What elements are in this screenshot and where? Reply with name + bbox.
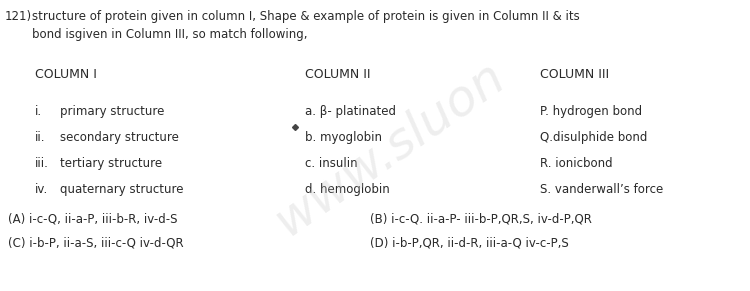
Text: (A) i-c-Q, ii-a-P, iii-b-R, iv-d-S: (A) i-c-Q, ii-a-P, iii-b-R, iv-d-S	[8, 212, 178, 225]
Text: (D) i-b-P,QR, ii-d-R, iii-a-Q iv-c-P,S: (D) i-b-P,QR, ii-d-R, iii-a-Q iv-c-P,S	[370, 236, 568, 249]
Text: c. insulin: c. insulin	[305, 157, 358, 170]
Text: Q.disulphide bond: Q.disulphide bond	[540, 131, 647, 144]
Text: iv.: iv.	[35, 183, 48, 196]
Text: COLUMN I: COLUMN I	[35, 68, 97, 81]
Text: (B) i-c-Q. ii-a-P- iii-b-P,QR,S, iv-d-P,QR: (B) i-c-Q. ii-a-P- iii-b-P,QR,S, iv-d-P,…	[370, 212, 592, 225]
Text: iii.: iii.	[35, 157, 49, 170]
Text: b. myoglobin: b. myoglobin	[305, 131, 382, 144]
Text: i.: i.	[35, 105, 42, 118]
Text: a. β- platinated: a. β- platinated	[305, 105, 396, 118]
Text: www.sluon: www.sluon	[266, 51, 514, 245]
Text: S. vanderwall’s force: S. vanderwall’s force	[540, 183, 663, 196]
Text: quaternary structure: quaternary structure	[60, 183, 184, 196]
Text: COLUMN III: COLUMN III	[540, 68, 609, 81]
Text: P. hydrogen bond: P. hydrogen bond	[540, 105, 642, 118]
Text: 121): 121)	[5, 10, 32, 23]
Text: bond isgiven in Column III, so match following,: bond isgiven in Column III, so match fol…	[32, 28, 308, 41]
Text: primary structure: primary structure	[60, 105, 164, 118]
Text: d. hemoglobin: d. hemoglobin	[305, 183, 390, 196]
Text: R. ionicbond: R. ionicbond	[540, 157, 613, 170]
Text: tertiary structure: tertiary structure	[60, 157, 162, 170]
Text: COLUMN II: COLUMN II	[305, 68, 370, 81]
Text: secondary structure: secondary structure	[60, 131, 178, 144]
Text: (C) i-b-P, ii-a-S, iii-c-Q iv-d-QR: (C) i-b-P, ii-a-S, iii-c-Q iv-d-QR	[8, 236, 184, 249]
Text: structure of protein given in column I, Shape & example of protein is given in C: structure of protein given in column I, …	[32, 10, 580, 23]
Text: ii.: ii.	[35, 131, 46, 144]
